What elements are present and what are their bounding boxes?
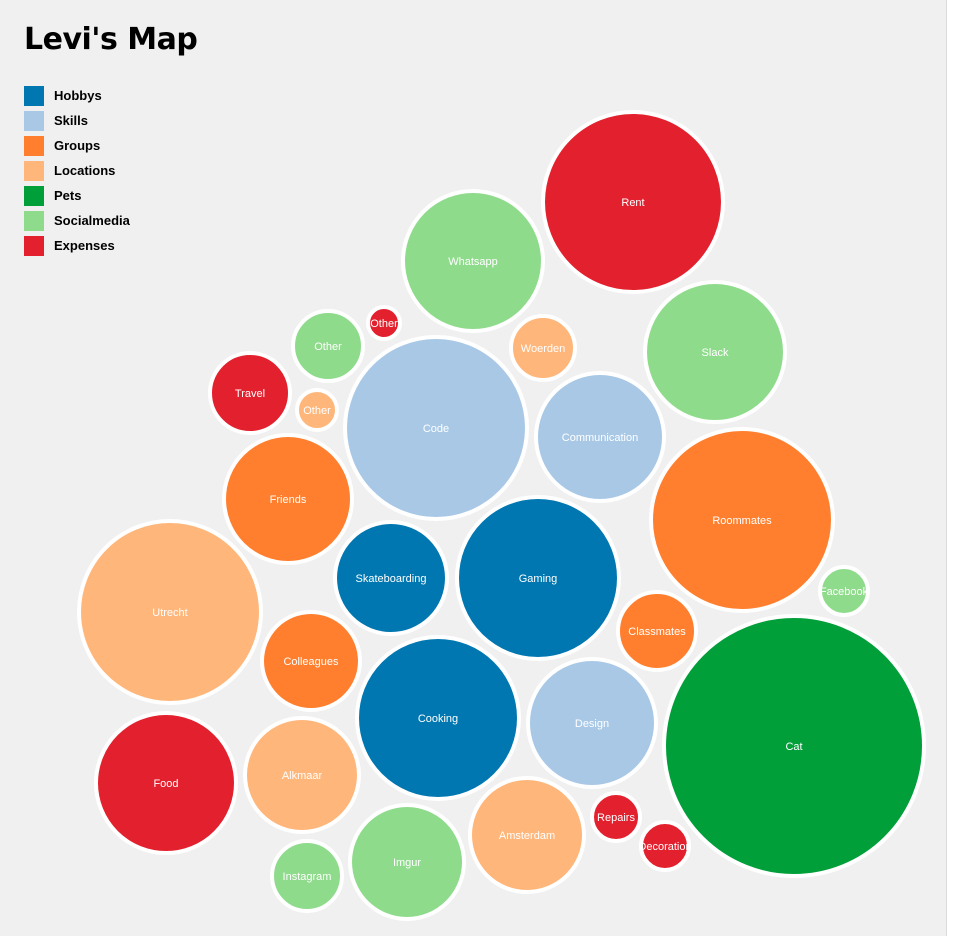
- bubble-circle[interactable]: [662, 614, 926, 878]
- bubble-communication[interactable]: Communication: [534, 371, 666, 503]
- legend-label: Hobbys: [54, 88, 102, 103]
- legend-label: Expenses: [54, 238, 115, 253]
- legend-label: Locations: [54, 163, 116, 178]
- bubble-circle[interactable]: [260, 610, 362, 712]
- legend-item-groups: Groups: [24, 133, 130, 158]
- bubble-circle[interactable]: [509, 314, 577, 382]
- bubble-circle[interactable]: [590, 791, 642, 843]
- legend: Hobbys Skills Groups Locations Pets Socialmed…: [24, 83, 130, 258]
- bubble-circle[interactable]: [348, 803, 466, 921]
- bubble-circle[interactable]: [333, 520, 449, 636]
- bubble-repairs[interactable]: Repairs: [590, 791, 642, 843]
- bubble-circle[interactable]: [243, 716, 361, 834]
- vertical-scrollbar[interactable]: [946, 0, 954, 936]
- bubble-classmates[interactable]: Classmates: [616, 590, 698, 672]
- legend-item-socialmedia: Socialmedia: [24, 208, 130, 233]
- bubble-circle[interactable]: [455, 495, 621, 661]
- legend-swatch: [24, 110, 44, 131]
- bubble-circle[interactable]: [468, 776, 586, 894]
- bubble-circle[interactable]: [366, 305, 402, 341]
- legend-item-skills: Skills: [24, 108, 130, 133]
- legend-item-locations: Locations: [24, 158, 130, 183]
- bubble-circle[interactable]: [77, 519, 263, 705]
- legend-swatch: [24, 135, 44, 156]
- bubble-imgur[interactable]: Imgur: [348, 803, 466, 921]
- bubble-skateboarding[interactable]: Skateboarding: [333, 520, 449, 636]
- bubble-circle[interactable]: [291, 309, 365, 383]
- bubble-circle[interactable]: [208, 351, 292, 435]
- bubble-colleagues[interactable]: Colleagues: [260, 610, 362, 712]
- bubble-circle[interactable]: [94, 711, 238, 855]
- bubble-circle[interactable]: [541, 110, 725, 294]
- bubble-instagram[interactable]: Instagram: [270, 839, 344, 913]
- bubble-circle[interactable]: [643, 280, 787, 424]
- bubble-circle[interactable]: [534, 371, 666, 503]
- legend-label: Groups: [54, 138, 101, 153]
- bubble-circle[interactable]: [818, 565, 870, 617]
- bubble-circle[interactable]: [526, 657, 658, 789]
- bubble-amsterdam[interactable]: Amsterdam: [468, 776, 586, 894]
- bubble-circle[interactable]: [639, 820, 691, 872]
- bubble-gaming[interactable]: Gaming: [455, 495, 621, 661]
- bubble-food[interactable]: Food: [94, 711, 238, 855]
- bubble-roommates[interactable]: Roommates: [649, 427, 835, 613]
- bubble-other[interactable]: Other: [366, 305, 402, 341]
- bubble-circle[interactable]: [343, 335, 529, 521]
- bubble-cat[interactable]: Cat: [662, 614, 926, 878]
- bubble-other[interactable]: Other: [291, 309, 365, 383]
- bubble-alkmaar[interactable]: Alkmaar: [243, 716, 361, 834]
- bubble-decoration[interactable]: Decoration: [638, 820, 692, 872]
- legend-swatch: [24, 210, 44, 231]
- legend-swatch: [24, 85, 44, 106]
- bubble-other[interactable]: Other: [295, 388, 339, 432]
- bubble-friends[interactable]: Friends: [222, 433, 354, 565]
- bubble-design[interactable]: Design: [526, 657, 658, 789]
- bubble-woerden[interactable]: Woerden: [509, 314, 577, 382]
- bubble-facebook[interactable]: Facebook: [818, 565, 870, 617]
- bubble-circle[interactable]: [355, 635, 521, 801]
- legend-item-hobbys: Hobbys: [24, 83, 130, 108]
- page-title: Levi's Map: [24, 22, 198, 57]
- legend-item-pets: Pets: [24, 183, 130, 208]
- bubble-circle[interactable]: [401, 189, 545, 333]
- legend-swatch: [24, 160, 44, 181]
- bubble-cooking[interactable]: Cooking: [355, 635, 521, 801]
- legend-swatch: [24, 185, 44, 206]
- bubble-rent[interactable]: Rent: [541, 110, 725, 294]
- bubble-circle[interactable]: [649, 427, 835, 613]
- bubble-whatsapp[interactable]: Whatsapp: [401, 189, 545, 333]
- bubble-slack[interactable]: Slack: [643, 280, 787, 424]
- bubble-circle[interactable]: [222, 433, 354, 565]
- bubble-utrecht[interactable]: Utrecht: [77, 519, 263, 705]
- bubble-travel[interactable]: Travel: [208, 351, 292, 435]
- legend-item-expenses: Expenses: [24, 233, 130, 258]
- legend-label: Skills: [54, 113, 88, 128]
- legend-label: Socialmedia: [54, 213, 130, 228]
- bubble-circle[interactable]: [295, 388, 339, 432]
- bubble-circle[interactable]: [616, 590, 698, 672]
- legend-swatch: [24, 235, 44, 256]
- bubble-circle[interactable]: [270, 839, 344, 913]
- legend-label: Pets: [54, 188, 82, 203]
- bubble-code[interactable]: Code: [343, 335, 529, 521]
